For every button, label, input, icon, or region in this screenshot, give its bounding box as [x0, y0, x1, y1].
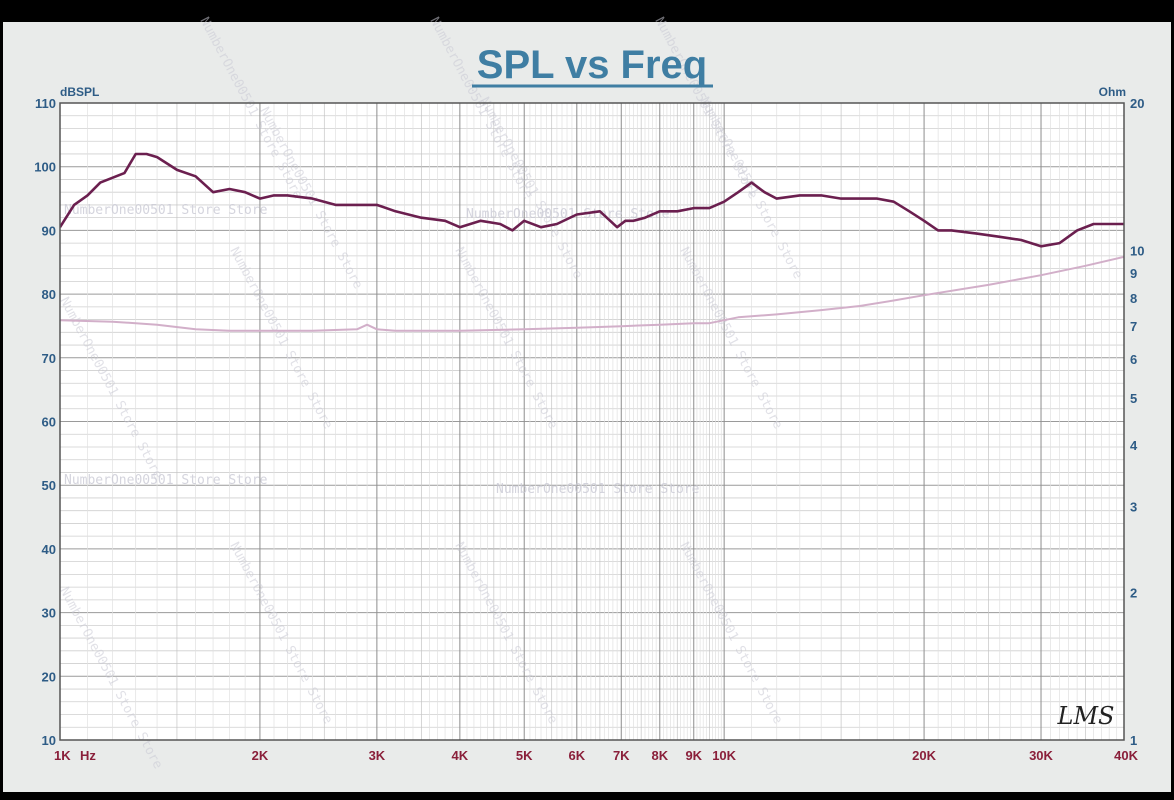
right-tick-label: 6	[1130, 352, 1137, 367]
spl-curve	[60, 152, 1124, 248]
left-tick-label: 60	[42, 415, 56, 430]
right-tick-label: 1	[1130, 733, 1137, 748]
series-layer	[60, 152, 1124, 332]
left-tick-label: 50	[42, 478, 56, 493]
x-tick-label: 30K	[1029, 748, 1053, 763]
left-tick-label: 90	[42, 223, 56, 238]
x-tick-label: 2K	[252, 748, 269, 763]
x-tick-label: 5K	[516, 748, 533, 763]
right-axis-ticks: 1 2 3 4 5 6 7 8 9 10 20	[1130, 96, 1144, 748]
left-tick-label: 20	[42, 669, 56, 684]
x-axis-ticks: 1K 2K 3K 4K 5K 6K 7K 8K 9K 10K 20K 30K 40K	[54, 748, 1139, 763]
right-tick-label: 9	[1130, 266, 1137, 281]
left-tick-label: 110	[35, 96, 56, 111]
right-tick-label: 5	[1130, 391, 1137, 406]
left-tick-label: 10	[42, 733, 56, 748]
x-tick-label: 7K	[613, 748, 630, 763]
x-tick-label: 40K	[1114, 748, 1138, 763]
impedance-curve	[60, 255, 1124, 332]
left-tick-label: 100	[34, 160, 56, 175]
right-tick-label: 8	[1130, 291, 1137, 306]
x-tick-label: 10K	[712, 748, 736, 763]
right-tick-label: 20	[1130, 96, 1144, 111]
lms-logo: LMS	[1057, 702, 1115, 730]
grid	[59, 102, 1125, 741]
right-tick-label: 3	[1130, 499, 1137, 514]
x-tick-label: 20K	[912, 748, 936, 763]
right-tick-label: 10	[1130, 243, 1144, 258]
x-tick-label: 6K	[568, 748, 585, 763]
left-tick-label: 80	[42, 287, 56, 302]
x-axis-unit: Hz	[80, 748, 96, 763]
left-axis-ticks: 10 20 30 40 50 60 70 80 90 100 110	[34, 96, 56, 748]
left-tick-label: 40	[42, 542, 56, 557]
chart-title: SPL vs Freq	[477, 43, 707, 87]
right-axis-unit: Ohm	[1099, 85, 1126, 99]
plot-border	[59, 102, 1125, 741]
right-tick-label: 7	[1130, 319, 1137, 334]
x-tick-label: 8K	[651, 748, 668, 763]
x-tick-label: 3K	[369, 748, 386, 763]
x-tick-label: 4K	[452, 748, 469, 763]
right-tick-label: 4	[1130, 438, 1138, 453]
x-tick-label: 1K	[54, 748, 71, 763]
watermark-text: NumberOne00501 Store Store	[496, 482, 700, 497]
watermark-text: NumberOne00501 Store Store	[64, 203, 268, 218]
watermark-text: NumberOne00501 Store Store	[466, 207, 670, 222]
x-tick-label: 9K	[685, 748, 702, 763]
watermark-text: NumberOne00501 Store Store	[64, 473, 268, 488]
left-tick-label: 70	[42, 351, 56, 366]
left-tick-label: 30	[42, 606, 56, 621]
left-axis-unit: dBSPL	[60, 85, 99, 99]
right-tick-label: 2	[1130, 586, 1137, 601]
